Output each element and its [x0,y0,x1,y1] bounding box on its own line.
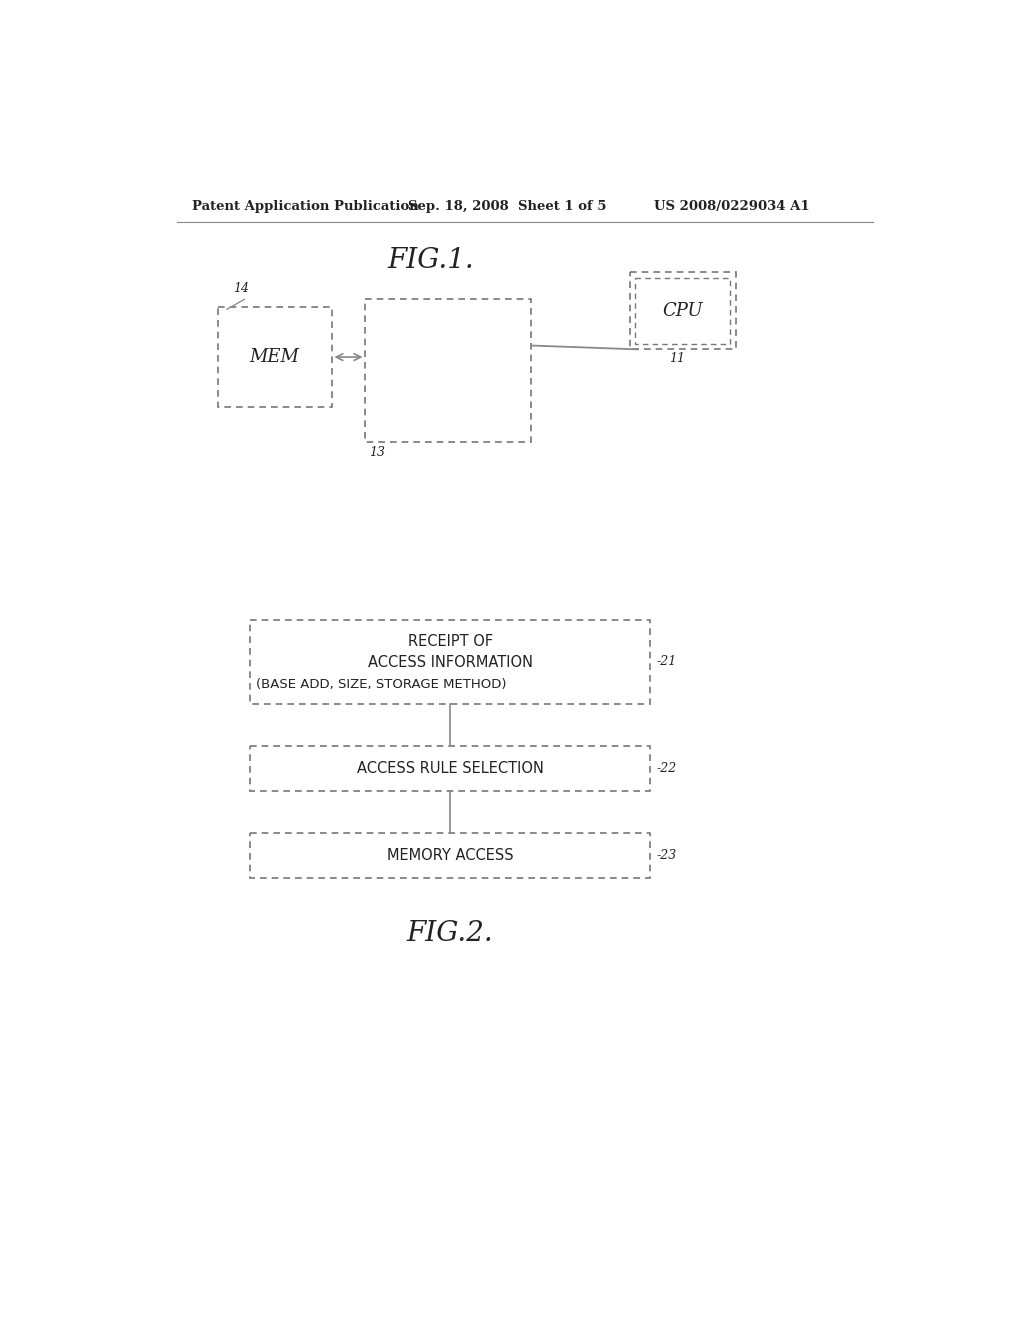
Bar [250,620,650,704]
Text: FIG.1.: FIG.1. [387,247,474,275]
Bar [250,833,650,878]
Text: Patent Application Publication: Patent Application Publication [193,199,419,213]
Bar [635,277,730,345]
Bar [366,300,531,442]
Text: 11: 11 [670,352,685,366]
Text: CPU: CPU [663,302,702,319]
Text: Sep. 18, 2008  Sheet 1 of 5: Sep. 18, 2008 Sheet 1 of 5 [408,199,606,213]
Text: MEMORY ACCESS: MEMORY ACCESS [387,847,513,863]
Bar [630,272,736,350]
Text: 14: 14 [233,282,249,296]
Text: -21: -21 [656,656,677,668]
Text: 13: 13 [370,446,385,458]
Text: FIG.2.: FIG.2. [407,920,494,946]
Text: -23: -23 [656,849,677,862]
Text: -22: -22 [656,762,677,775]
Text: RECEIPT OF: RECEIPT OF [408,635,493,649]
Text: MEM: MEM [250,348,299,366]
Text: (BASE ADD, SIZE, STORAGE METHOD): (BASE ADD, SIZE, STORAGE METHOD) [256,677,507,690]
Text: ACCESS RULE SELECTION: ACCESS RULE SELECTION [356,760,544,776]
Text: ACCESS INFORMATION: ACCESS INFORMATION [368,655,532,671]
Bar [250,746,650,791]
Text: US 2008/0229034 A1: US 2008/0229034 A1 [654,199,810,213]
Bar [217,308,332,407]
